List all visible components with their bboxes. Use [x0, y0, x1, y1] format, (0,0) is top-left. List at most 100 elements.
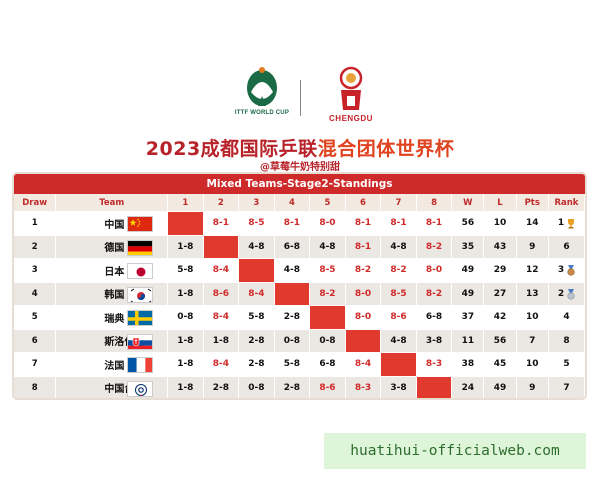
self-match-cell	[274, 282, 311, 306]
points-cell: 9	[516, 376, 549, 398]
rank-value: 6	[563, 241, 570, 252]
draw-cell: 1	[14, 212, 57, 236]
rank-cell: 7	[548, 376, 585, 398]
page-title: 2023成都国际乒联混合团体世界杯	[0, 134, 600, 161]
score-cell: 8-0	[310, 212, 346, 236]
self-match-cell	[381, 353, 417, 377]
header-divider	[300, 80, 301, 116]
header-opp-4: 4	[274, 194, 311, 212]
score-cell: 8-2	[381, 259, 417, 283]
score-cell: 8-5	[239, 212, 275, 236]
score-cell: 1-8	[168, 353, 204, 377]
chinese-taipei-flag-icon	[127, 380, 154, 397]
score-cell: 0-8	[274, 329, 311, 353]
self-match-cell	[203, 235, 240, 259]
table-banner: Mixed Teams-Stage2-Standings	[14, 174, 585, 194]
score-cell: 4-8	[239, 235, 275, 259]
header-rank: Rank	[548, 194, 585, 212]
score-cell: 1-8	[168, 329, 204, 353]
losses-cell: 56	[484, 329, 517, 353]
score-cell: 1-8	[168, 235, 204, 259]
rank-cell: 3	[548, 259, 585, 283]
score-cell: 8-1	[203, 212, 240, 236]
rank-value: 2	[557, 288, 565, 299]
wins-cell: 24	[452, 376, 485, 398]
losses-cell: 10	[484, 212, 517, 236]
wins-cell: 35	[452, 235, 485, 259]
wins-cell: 37	[452, 306, 485, 330]
standings-table-card: Mixed Teams-Stage2-Standings Draw Team 1…	[12, 172, 587, 400]
japan-flag-icon	[127, 263, 154, 279]
rank-value: 5	[563, 359, 570, 370]
score-cell: 0-8	[310, 329, 346, 353]
points-cell: 10	[516, 306, 549, 330]
rank-cell: 4	[548, 306, 585, 330]
rank-cell: 8	[548, 329, 585, 353]
wins-cell: 11	[452, 329, 485, 353]
score-cell: 1-8	[168, 376, 204, 398]
china-flag-icon	[127, 216, 154, 232]
page-subtitle: @草莓牛奶特别甜	[260, 162, 340, 173]
points-cell: 12	[516, 259, 549, 283]
score-cell: 2-8	[203, 376, 240, 398]
score-cell: 8-0	[345, 306, 382, 330]
rank-value: 8	[563, 335, 570, 346]
ittf-emblem-icon	[247, 67, 277, 106]
table-row: 6 斯洛伐克 1-8 1-8 2-8 0-8 0-8 4-8 3-8 11 56 7 8	[14, 329, 585, 353]
wins-cell: 38	[452, 353, 485, 377]
germany-flag-icon	[127, 239, 154, 256]
watermark: huatihui-officialweb.com	[324, 433, 586, 469]
header-opp-7: 7	[381, 194, 417, 212]
points-cell: 13	[516, 282, 549, 306]
score-cell: 8-4	[203, 306, 240, 330]
draw-cell: 6	[14, 329, 57, 353]
score-cell: 8-5	[310, 259, 346, 283]
self-match-cell	[239, 259, 275, 283]
score-cell: 3-8	[416, 329, 453, 353]
self-match-cell	[310, 306, 346, 330]
score-cell: 8-5	[381, 282, 417, 306]
rank-value: 3	[557, 265, 565, 276]
table-row: 5 瑞典 0-8 8-4 5-8 2-8 8-0 8-6 6-8 37 42 10 4	[14, 306, 585, 330]
score-cell: 8-3	[345, 376, 382, 398]
score-cell: 6-8	[416, 306, 453, 330]
losses-cell: 49	[484, 376, 517, 398]
team-name: 中国台北	[104, 384, 145, 396]
score-cell: 8-1	[416, 212, 453, 236]
score-cell: 8-1	[381, 212, 417, 236]
team-cell: 中国	[56, 212, 169, 236]
score-cell: 2-8	[274, 306, 311, 330]
sweden-flag-icon	[127, 310, 154, 326]
ittf-world-cup-logo: ITTF WORLD CUP	[234, 66, 290, 128]
score-cell: 5-8	[239, 306, 275, 330]
losses-cell: 43	[484, 235, 517, 259]
header: ITTF WORLD CUP CHENGDU	[0, 66, 600, 134]
table-header-row: Draw Team 1 2 3 4 5 6 7 8 W L Pts Rank	[14, 194, 585, 212]
score-cell: 8-1	[345, 212, 382, 236]
team-name: 瑞典	[104, 313, 125, 325]
team-cell: 法国	[56, 353, 169, 377]
score-cell: 0-8	[168, 306, 204, 330]
rank-cell: 1	[548, 212, 585, 236]
header-pts: Pts	[516, 194, 549, 212]
losses-cell: 27	[484, 282, 517, 306]
header-opp-6: 6	[345, 194, 382, 212]
score-cell: 5-8	[168, 259, 204, 283]
team-cell: 中国台北	[56, 376, 169, 398]
team-name: 日本	[104, 266, 125, 278]
table-row: 8 中国台北 1-8 2-8 0-8 2-8 8-6 8-3 3-8 24 49 9 7	[14, 376, 585, 398]
team-cell: 斯洛伐克	[56, 329, 169, 353]
header-opp-5: 5	[310, 194, 346, 212]
wins-cell: 49	[452, 259, 485, 283]
draw-cell: 3	[14, 259, 57, 283]
rank-value: 4	[563, 312, 570, 323]
score-cell: 8-1	[345, 235, 382, 259]
header-w: W	[452, 194, 485, 212]
score-cell: 8-6	[203, 282, 240, 306]
score-cell: 8-6	[381, 306, 417, 330]
chengdu-emblem-icon	[339, 66, 363, 110]
table-row: 4 韩国 1-8 8-6 8-4 8-2 8-0 8-5 8-2 49 27 13 2	[14, 282, 585, 306]
draw-cell: 8	[14, 376, 57, 398]
team-name: 法国	[104, 360, 125, 372]
score-cell: 8-2	[416, 235, 453, 259]
